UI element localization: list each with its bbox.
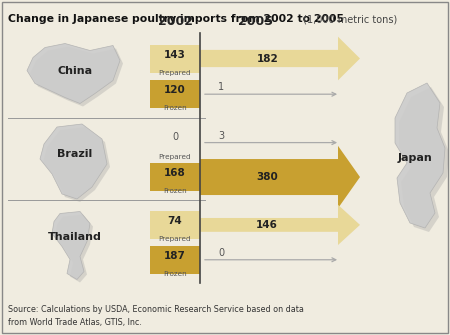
Text: Change in Japanese poultry imports from 2002 to 2005: Change in Japanese poultry imports from … (8, 14, 344, 24)
Text: 1: 1 (218, 82, 224, 92)
Text: 168: 168 (164, 168, 186, 178)
Polygon shape (395, 83, 445, 228)
Text: Prepared: Prepared (159, 154, 191, 159)
Text: 2005: 2005 (238, 15, 273, 28)
Polygon shape (200, 146, 360, 208)
Polygon shape (43, 127, 110, 202)
Polygon shape (40, 124, 107, 199)
Text: 0: 0 (172, 132, 178, 142)
Text: 0: 0 (218, 248, 224, 258)
Text: 182: 182 (256, 54, 278, 64)
Text: Prepared: Prepared (159, 69, 191, 75)
Text: 187: 187 (164, 251, 186, 261)
Text: 380: 380 (256, 172, 278, 182)
Text: Japan: Japan (398, 153, 432, 163)
Polygon shape (30, 47, 123, 107)
Polygon shape (27, 44, 120, 104)
Polygon shape (52, 211, 90, 279)
Text: Brazil: Brazil (58, 149, 93, 159)
Text: Prepared: Prepared (159, 236, 191, 242)
Polygon shape (200, 37, 360, 80)
Text: 2002: 2002 (158, 15, 193, 28)
Bar (150, 246, 200, 274)
Text: Thailand: Thailand (48, 231, 102, 242)
Polygon shape (55, 214, 93, 282)
Polygon shape (399, 87, 449, 232)
Bar (150, 80, 200, 108)
Bar (150, 211, 200, 239)
Text: Source: Calculations by USDA, Economic Research Service based on data
from World: Source: Calculations by USDA, Economic R… (8, 306, 304, 327)
Text: 120: 120 (164, 85, 186, 95)
Text: 74: 74 (168, 216, 182, 226)
Polygon shape (200, 205, 360, 245)
Text: China: China (58, 66, 93, 75)
Bar (150, 163, 200, 191)
Text: Frozen: Frozen (163, 105, 187, 111)
Text: 3: 3 (218, 131, 224, 141)
Text: Frozen: Frozen (163, 271, 187, 277)
Bar (150, 45, 200, 72)
Text: Frozen: Frozen (163, 188, 187, 194)
Text: (1,000 metric tons): (1,000 metric tons) (300, 14, 397, 24)
Text: 146: 146 (256, 220, 278, 230)
Text: 143: 143 (164, 50, 186, 60)
